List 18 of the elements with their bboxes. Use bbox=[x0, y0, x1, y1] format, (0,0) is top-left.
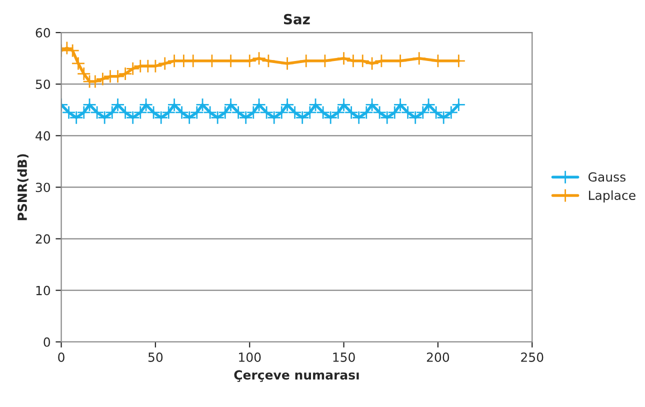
x-tick-label: 200 bbox=[426, 352, 450, 362]
y-tick-label: 50 bbox=[36, 80, 50, 90]
x-tick-label: 100 bbox=[239, 352, 261, 362]
y-tick-label: 60 bbox=[36, 28, 50, 38]
y-axis-title: PSNR(dB) bbox=[17, 154, 28, 220]
y-tick-label: 40 bbox=[36, 131, 50, 141]
x-tick-label: 250 bbox=[521, 352, 544, 362]
y-tick-label: 20 bbox=[36, 234, 50, 244]
chart-title: Saz bbox=[284, 14, 310, 24]
y-tick-label: 30 bbox=[36, 182, 50, 192]
y-tick-label: 0 bbox=[44, 337, 50, 347]
x-tick-label: 0 bbox=[58, 352, 64, 362]
x-tick-label: 150 bbox=[333, 352, 355, 362]
legend-label: Gauss bbox=[588, 172, 626, 182]
x-tick-label: 50 bbox=[148, 352, 163, 362]
y-tick-label: 10 bbox=[36, 286, 50, 296]
x-axis-title: Çerçeve numarası bbox=[234, 370, 359, 382]
legend-label: Laplace bbox=[589, 190, 636, 202]
